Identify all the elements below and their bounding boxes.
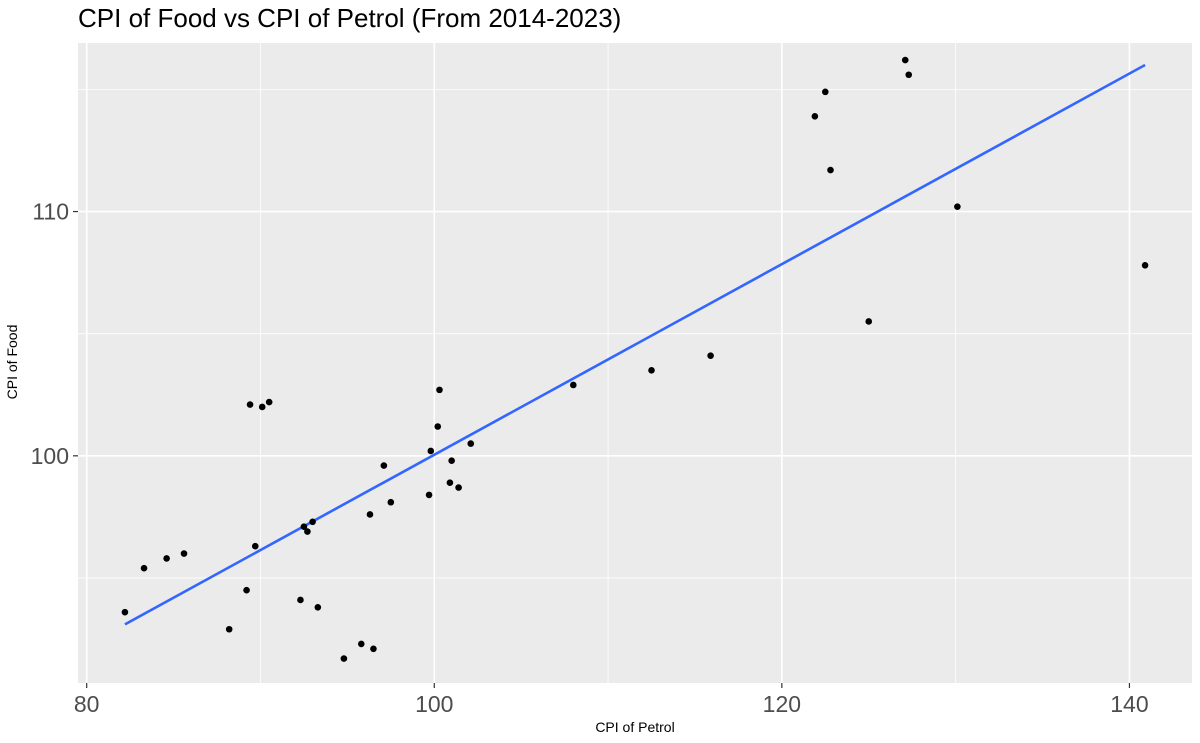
data-point	[366, 511, 374, 518]
data-point	[707, 352, 714, 359]
data-point	[121, 608, 129, 616]
trend-line-group	[124, 63, 1146, 626]
data-point	[467, 440, 475, 447]
data-point	[265, 398, 273, 406]
x-tick-label: 140	[1110, 691, 1148, 717]
y-axis-title: CPI of Food	[4, 325, 20, 400]
data-point	[448, 457, 455, 465]
data-point	[370, 645, 377, 653]
x-axis-title: CPI of Petrol	[595, 719, 674, 735]
data-point	[434, 423, 442, 430]
data-point	[180, 550, 188, 557]
data-point	[225, 625, 233, 633]
data-point	[304, 528, 311, 535]
data-point	[455, 484, 462, 491]
data-point	[1141, 261, 1149, 269]
data-point	[387, 498, 395, 506]
chart-title: CPI of Food vs CPI of Petrol (From 2014-…	[78, 3, 621, 33]
data-point	[446, 479, 454, 486]
data-point	[648, 367, 655, 374]
y-axis-ticks: 100 110	[31, 199, 78, 469]
data-point	[427, 447, 435, 455]
data-point	[827, 166, 834, 174]
y-tick-label: 110	[32, 199, 69, 225]
data-point	[300, 523, 308, 530]
data-point	[436, 386, 443, 394]
data-point	[865, 318, 873, 325]
data-point	[811, 112, 819, 120]
data-point	[297, 596, 304, 604]
plot-panel	[78, 43, 1192, 683]
data-point	[901, 56, 909, 64]
x-tick-label: 120	[763, 691, 801, 717]
data-point	[357, 640, 365, 648]
data-point	[425, 491, 433, 499]
data-point	[954, 203, 961, 210]
points-group	[121, 56, 1149, 662]
data-point	[258, 403, 266, 411]
data-point	[570, 381, 577, 389]
y-tick-label: 100	[31, 443, 69, 469]
data-point	[905, 71, 913, 79]
minor-gridlines	[78, 43, 1192, 683]
x-axis-ticks: 80 100 120 140	[74, 683, 1149, 717]
data-point	[163, 555, 170, 562]
data-point	[340, 655, 348, 662]
data-point	[140, 564, 148, 572]
x-tick-label: 100	[415, 691, 453, 717]
data-point	[314, 603, 322, 611]
data-point	[246, 401, 254, 408]
major-gridlines	[78, 43, 1192, 683]
data-point	[251, 542, 259, 550]
trend-line	[124, 63, 1146, 626]
x-tick-label: 80	[74, 691, 100, 717]
data-point	[309, 518, 316, 526]
data-point	[243, 586, 250, 594]
data-point	[380, 462, 388, 469]
data-point	[822, 88, 829, 96]
